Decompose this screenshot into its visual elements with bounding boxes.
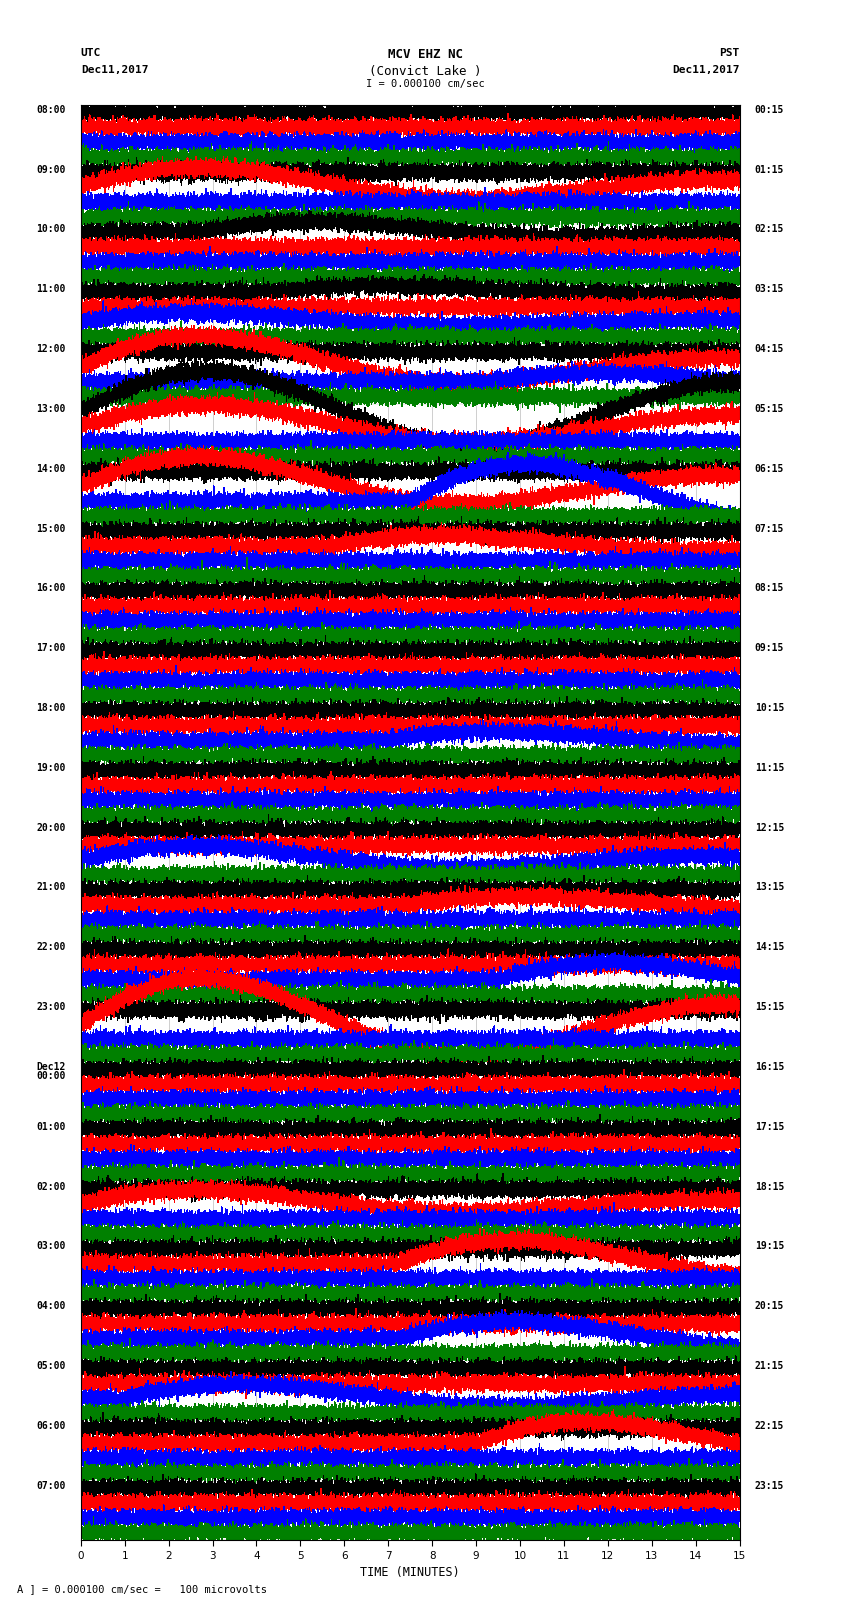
Text: 05:15: 05:15	[755, 403, 785, 415]
Text: 03:00: 03:00	[36, 1242, 65, 1252]
Text: 20:15: 20:15	[755, 1302, 785, 1311]
Text: 23:00: 23:00	[36, 1002, 65, 1011]
Text: 14:00: 14:00	[36, 465, 65, 474]
Text: 12:00: 12:00	[36, 344, 65, 355]
Text: 06:00: 06:00	[36, 1421, 65, 1431]
Text: 16:00: 16:00	[36, 584, 65, 594]
Text: MCV EHZ NC: MCV EHZ NC	[388, 48, 462, 61]
Text: 19:15: 19:15	[755, 1242, 785, 1252]
Text: 13:15: 13:15	[755, 882, 785, 892]
Text: 07:00: 07:00	[36, 1481, 65, 1490]
Text: 10:15: 10:15	[755, 703, 785, 713]
Text: 08:00: 08:00	[36, 105, 65, 115]
Text: 00:15: 00:15	[755, 105, 785, 115]
Text: A ] = 0.000100 cm/sec =   100 microvolts: A ] = 0.000100 cm/sec = 100 microvolts	[17, 1584, 267, 1594]
Text: 21:15: 21:15	[755, 1361, 785, 1371]
Text: Dec12: Dec12	[36, 1061, 65, 1073]
Text: 11:00: 11:00	[36, 284, 65, 294]
Text: 15:15: 15:15	[755, 1002, 785, 1011]
Text: 17:00: 17:00	[36, 644, 65, 653]
Text: PST: PST	[719, 48, 740, 58]
Text: 04:00: 04:00	[36, 1302, 65, 1311]
Text: 11:15: 11:15	[755, 763, 785, 773]
Text: Dec11,2017: Dec11,2017	[672, 65, 740, 74]
Text: 00:00: 00:00	[36, 1071, 65, 1081]
Text: 01:00: 01:00	[36, 1121, 65, 1132]
Text: 05:00: 05:00	[36, 1361, 65, 1371]
Text: 18:15: 18:15	[755, 1181, 785, 1192]
Text: 19:00: 19:00	[36, 763, 65, 773]
Text: UTC: UTC	[81, 48, 101, 58]
Text: 16:15: 16:15	[755, 1061, 785, 1073]
Text: 13:00: 13:00	[36, 403, 65, 415]
Text: 02:00: 02:00	[36, 1181, 65, 1192]
Text: 18:00: 18:00	[36, 703, 65, 713]
Text: 22:15: 22:15	[755, 1421, 785, 1431]
Text: 20:00: 20:00	[36, 823, 65, 832]
Text: I = 0.000100 cm/sec: I = 0.000100 cm/sec	[366, 79, 484, 89]
Text: 04:15: 04:15	[755, 344, 785, 355]
Text: 02:15: 02:15	[755, 224, 785, 234]
Text: Dec11,2017: Dec11,2017	[81, 65, 148, 74]
Text: 17:15: 17:15	[755, 1121, 785, 1132]
Text: 08:15: 08:15	[755, 584, 785, 594]
Text: 15:00: 15:00	[36, 524, 65, 534]
Text: 12:15: 12:15	[755, 823, 785, 832]
Text: 21:00: 21:00	[36, 882, 65, 892]
Text: (Convict Lake ): (Convict Lake )	[369, 65, 481, 77]
Text: 09:00: 09:00	[36, 165, 65, 174]
Text: 10:00: 10:00	[36, 224, 65, 234]
Text: 01:15: 01:15	[755, 165, 785, 174]
Text: 09:15: 09:15	[755, 644, 785, 653]
Text: 07:15: 07:15	[755, 524, 785, 534]
Text: 22:00: 22:00	[36, 942, 65, 952]
Text: 03:15: 03:15	[755, 284, 785, 294]
Text: 14:15: 14:15	[755, 942, 785, 952]
Text: 06:15: 06:15	[755, 465, 785, 474]
X-axis label: TIME (MINUTES): TIME (MINUTES)	[360, 1566, 460, 1579]
Text: 23:15: 23:15	[755, 1481, 785, 1490]
